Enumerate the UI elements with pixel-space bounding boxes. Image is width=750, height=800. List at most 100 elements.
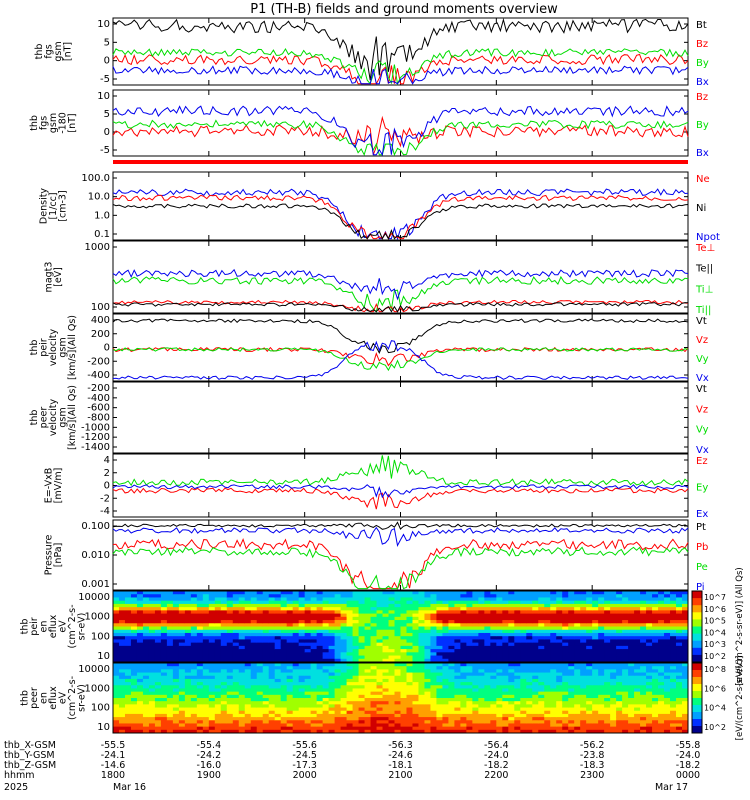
trace-Pb [112, 526, 689, 547]
spectrogram-cell [460, 603, 467, 608]
spectrogram-cell [664, 669, 671, 674]
ylabel-line: peir [29, 617, 40, 636]
spectrogram-cell [634, 600, 641, 605]
spectrogram-cell [142, 675, 150, 680]
spectrogram-cell [232, 629, 240, 634]
spectrogram-cell [454, 603, 461, 608]
spectrogram-cell [262, 691, 270, 696]
spectrogram-cell [634, 639, 641, 644]
spectrogram-cell [472, 685, 479, 689]
spectrogram-cell [358, 710, 366, 715]
spectrogram-cell [628, 678, 635, 683]
spectrogram-cell [250, 710, 258, 715]
spectrogram-cell [220, 701, 228, 705]
spectrogram-cell [598, 649, 605, 653]
spectrogram-cell [370, 613, 378, 618]
ytick-label: 10000 [78, 592, 110, 603]
spectrogram-cell [196, 678, 204, 683]
spectrogram-cell [328, 603, 336, 608]
spectrogram-cell [526, 610, 533, 615]
spectrogram-cell [352, 658, 360, 663]
spectrogram-cell [568, 678, 575, 683]
spectrogram-cell [160, 655, 168, 660]
spectrogram-cell [394, 613, 401, 618]
spectrogram-cell [160, 603, 168, 608]
spectrogram-cell [616, 663, 623, 667]
spectrogram-cell [304, 723, 312, 728]
spectrogram-cell [268, 710, 276, 715]
spectrogram-cell [154, 710, 162, 715]
spectrogram-cell [172, 704, 180, 709]
spectrogram-cell [568, 717, 575, 721]
spectrogram-cell [280, 675, 288, 680]
spectrogram-cell [328, 723, 336, 728]
spectrogram-cell [352, 698, 360, 702]
spectrogram-cell [286, 688, 294, 693]
spectrogram-cell [526, 666, 533, 670]
spectrogram-cell [190, 682, 198, 686]
spectrogram-cell [670, 675, 677, 680]
spectrogram-cell [364, 717, 372, 721]
spectrogram-cell [514, 591, 521, 595]
spectrogram-cell [370, 663, 378, 667]
spectrogram-cell [214, 642, 222, 647]
spectrogram-cell [274, 591, 282, 595]
spectrogram-cell [178, 626, 186, 631]
spectrogram-cell [604, 591, 611, 595]
spectrogram-cell [250, 666, 258, 670]
spectrogram-cell [664, 658, 671, 663]
spectrogram-cell [334, 720, 342, 724]
spectrogram-cell [124, 658, 132, 663]
spectrogram-cell [244, 652, 252, 657]
spectrogram-cell [370, 720, 378, 724]
spectrogram-cell [370, 616, 378, 621]
spectrogram-cell [382, 713, 390, 718]
spectrogram-cell [160, 658, 168, 663]
colorbar-label: [eV/(cm^2-s-sr-eV)] (All Qs) [735, 567, 745, 685]
spectrogram-cell [526, 704, 533, 709]
spectrogram-cell [568, 666, 575, 670]
spectrogram-cell [142, 600, 150, 605]
spectrogram-cell [484, 666, 491, 670]
spectrogram-cell [304, 610, 312, 615]
spectrogram-cell [556, 610, 563, 615]
spectrogram-cell [394, 694, 401, 699]
spectrogram-cell [628, 694, 635, 699]
spectrogram-cell [142, 603, 150, 608]
spectrogram-cell [226, 603, 234, 608]
spectrogram-cell [610, 629, 617, 634]
spectrogram-cell [160, 678, 168, 683]
spectrogram-cell [580, 613, 587, 618]
spectrogram-cell [658, 729, 665, 734]
spectrogram-cell [460, 649, 467, 653]
spectrogram-cell [646, 636, 653, 640]
spectrogram-cell [586, 591, 593, 595]
spectrogram-cell [472, 701, 479, 705]
spectrogram-cell [178, 713, 186, 718]
spectrogram-cell [376, 642, 384, 647]
spectrogram-cell [580, 704, 587, 709]
spectrogram-cell [430, 620, 437, 624]
spectrogram-cell [358, 713, 366, 718]
spectrogram-cell [172, 658, 180, 663]
spectrogram-cell [238, 675, 246, 680]
spectrogram-cell [172, 701, 180, 705]
spectrogram-cell [556, 652, 563, 657]
spectrogram-cell [382, 701, 390, 705]
spectrogram-cell [113, 672, 120, 677]
spectrogram-cell [286, 682, 294, 686]
spectrogram-cell [352, 685, 360, 689]
spectrogram-cell [610, 607, 617, 611]
spectrogram-cell [298, 639, 306, 644]
spectrogram-cell [196, 613, 204, 618]
spectrogram-cell [292, 600, 300, 605]
spectrogram-cell [478, 704, 485, 709]
spectrogram-cell [352, 726, 360, 731]
spectrogram-cell [130, 713, 138, 718]
spectrogram-cell [298, 610, 306, 615]
spectrogram-cell [148, 594, 156, 598]
spectrogram-cell [574, 607, 581, 611]
spectrogram-cell [634, 707, 641, 712]
spectrogram-cell [412, 600, 419, 605]
